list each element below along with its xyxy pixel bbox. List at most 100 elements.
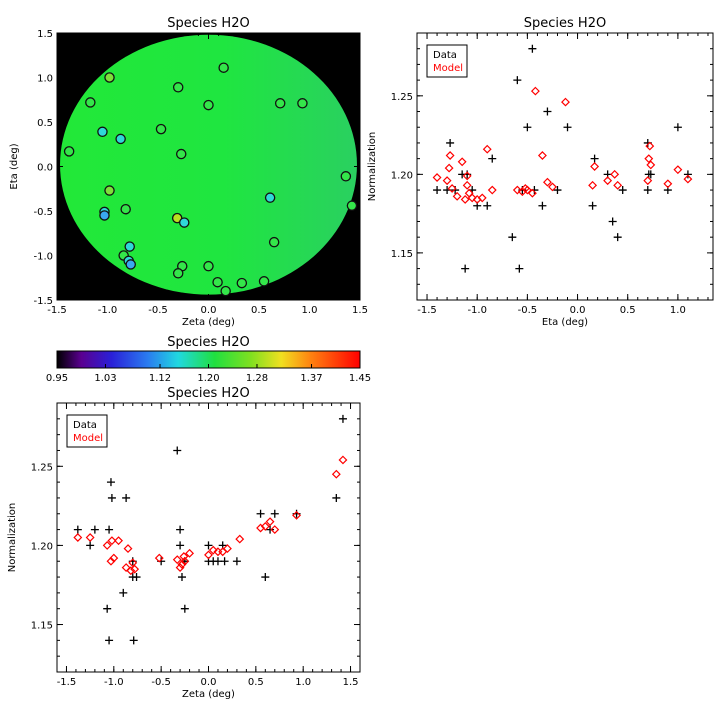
data-point xyxy=(590,154,599,163)
x-axis-label: Zeta (deg) xyxy=(182,689,235,700)
x-tick-label: 0.5 xyxy=(248,677,264,688)
model-point xyxy=(457,157,467,167)
map-point xyxy=(203,260,214,272)
data-point xyxy=(261,573,270,582)
model-point xyxy=(537,151,547,160)
y-tick-label: -1.0 xyxy=(33,252,53,263)
x-tick-label: 0.0 xyxy=(570,305,586,316)
model-point xyxy=(292,510,302,520)
data-point xyxy=(508,233,517,242)
y-tick-label: 1.20 xyxy=(391,170,413,181)
map-point xyxy=(124,241,135,252)
map-point xyxy=(125,259,136,270)
data-point xyxy=(446,138,455,147)
map-point xyxy=(104,185,115,196)
colorbar-tick-label: 0.95 xyxy=(46,373,68,384)
data-point xyxy=(528,44,537,53)
model-point xyxy=(154,553,164,563)
y-tick-label: 1.0 xyxy=(37,74,53,85)
data-point xyxy=(270,509,279,518)
y-axis-label: Eta (deg) xyxy=(9,143,20,189)
colorbar-tick-label: 1.20 xyxy=(197,373,219,384)
model-point xyxy=(643,176,653,186)
model-point xyxy=(663,179,673,189)
data-point xyxy=(220,557,229,566)
model-point xyxy=(204,550,213,560)
map-point xyxy=(172,268,184,279)
model-point xyxy=(114,536,123,546)
map-point xyxy=(220,285,231,297)
x-tick-label: -1.0 xyxy=(98,305,118,316)
map-point xyxy=(346,200,358,211)
data-point xyxy=(538,201,547,210)
map-point xyxy=(212,276,223,288)
map-point xyxy=(155,123,167,135)
map-point xyxy=(175,148,187,160)
chart-title: Species H2O xyxy=(167,16,249,31)
x-tick-label: -1.5 xyxy=(47,305,67,316)
model-point xyxy=(646,160,656,170)
data-point xyxy=(618,186,627,195)
plot-frame xyxy=(416,32,714,301)
data-point xyxy=(613,233,622,242)
y-tick-label: 1.15 xyxy=(391,249,413,260)
model-point xyxy=(467,193,477,203)
x-tick-label: 1.0 xyxy=(670,305,686,316)
data-point xyxy=(105,636,114,645)
map-point xyxy=(120,203,131,215)
model-point xyxy=(522,185,532,195)
y-tick-label: 1.15 xyxy=(31,621,53,632)
data-point xyxy=(86,541,95,550)
colorbar-tick-label: 1.45 xyxy=(349,373,371,384)
model-point xyxy=(444,163,454,173)
x-tick-label: -0.5 xyxy=(518,305,538,316)
legend-label-model: Model xyxy=(73,433,103,444)
model-point xyxy=(265,517,275,527)
model-point xyxy=(673,165,683,175)
data-point xyxy=(106,478,115,487)
model-point xyxy=(561,97,570,107)
data-point xyxy=(266,525,275,534)
x-tick-label: -0.5 xyxy=(148,305,168,316)
y-axis-label: Normalization xyxy=(367,132,378,202)
model-point xyxy=(175,563,185,573)
data-point xyxy=(204,541,213,550)
model-point xyxy=(644,154,654,164)
y-tick-label: 0.0 xyxy=(37,163,53,174)
model-point xyxy=(482,144,492,154)
map-point xyxy=(236,277,248,289)
x-tick-label: 0.5 xyxy=(251,305,267,316)
x-tick-label: -0.5 xyxy=(151,677,171,688)
map-point xyxy=(268,236,280,248)
model-point xyxy=(185,548,195,558)
data-point xyxy=(73,525,82,534)
model-point xyxy=(447,184,457,193)
model-point xyxy=(260,521,270,531)
model-point xyxy=(477,193,487,203)
data-point xyxy=(90,525,99,534)
model-point xyxy=(442,176,452,186)
data-point xyxy=(256,509,265,518)
data-point xyxy=(132,573,141,582)
x-tick-label: -1.5 xyxy=(417,305,437,316)
data-point xyxy=(461,264,470,273)
model-point xyxy=(527,188,537,198)
x-tick-label: 0.5 xyxy=(620,305,636,316)
data-point xyxy=(673,123,682,132)
map-point xyxy=(99,210,110,221)
model-point xyxy=(460,195,470,204)
model-point xyxy=(270,525,280,535)
data-point xyxy=(119,588,128,597)
data-point xyxy=(433,186,442,195)
map-point xyxy=(297,98,308,109)
model-point xyxy=(462,171,472,181)
model-point xyxy=(130,564,140,574)
data-point xyxy=(683,170,692,179)
map-point xyxy=(274,98,286,109)
model-point xyxy=(548,182,557,192)
x-tick-label: 0.0 xyxy=(201,305,217,316)
map-point xyxy=(85,97,96,108)
map-field-disc xyxy=(60,34,357,295)
data-point xyxy=(553,186,562,195)
